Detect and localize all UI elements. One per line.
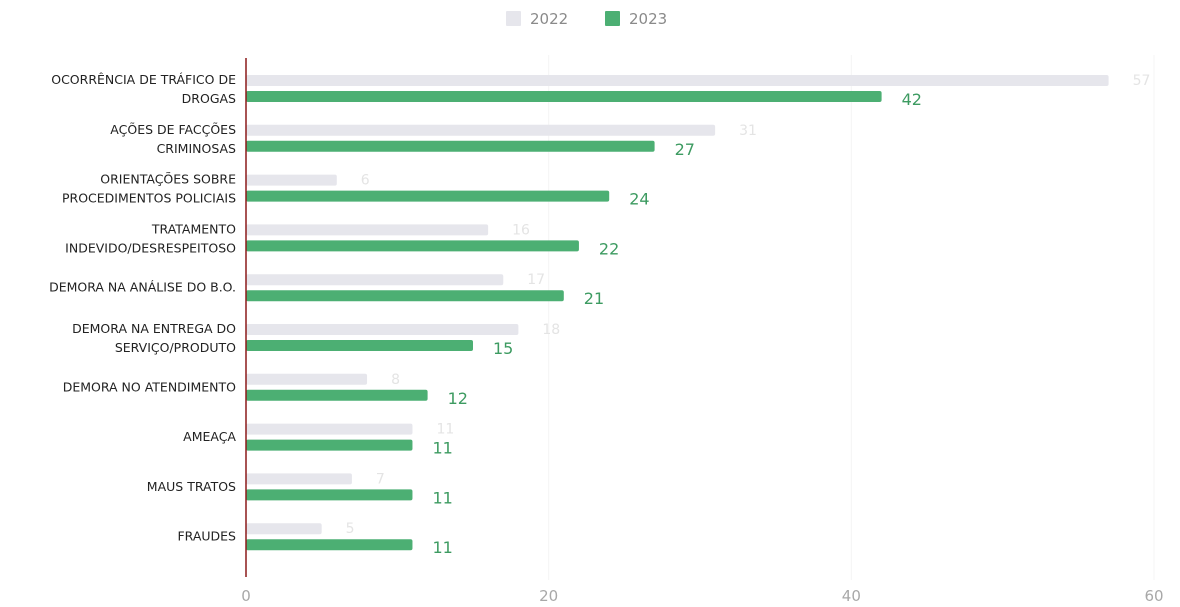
data-label-2023: 11 <box>432 488 452 507</box>
x-tick-label: 40 <box>842 587 861 605</box>
bar-2022 <box>246 324 519 335</box>
data-label-2023: 11 <box>432 538 452 557</box>
category-label: AMEAÇA <box>183 429 236 444</box>
category-label: FRAUDES <box>177 529 236 544</box>
bar-2022 <box>246 174 337 186</box>
bar-2023 <box>246 539 413 551</box>
x-tick-label: 0 <box>241 587 251 605</box>
bar-2022 <box>246 75 1109 86</box>
data-label-2023: 15 <box>493 339 513 358</box>
category-label: CRIMINOSAS <box>157 141 236 156</box>
data-label-2023: 21 <box>584 289 604 308</box>
data-label-2022: 17 <box>527 272 545 288</box>
bar-2023 <box>246 389 428 401</box>
data-label-2023: 22 <box>599 239 619 258</box>
data-label-2022: 57 <box>1133 73 1151 89</box>
data-label-2022: 6 <box>361 173 370 189</box>
data-label-2022: 16 <box>512 222 530 238</box>
legend-swatch-2023 <box>605 11 620 26</box>
category-label: TRATAMENTO <box>151 221 236 236</box>
bar-2023 <box>246 240 579 252</box>
data-label-2022: 31 <box>739 123 757 139</box>
data-label-2022: 8 <box>391 372 400 388</box>
bar-2022 <box>246 274 504 286</box>
bar-2023 <box>246 290 564 302</box>
category-label: DEMORA NA ANÁLISE DO B.O. <box>49 280 236 295</box>
legend-label-2022: 2022 <box>530 10 568 28</box>
legend-label-2023: 2023 <box>629 10 667 28</box>
data-label-2023: 12 <box>448 389 468 408</box>
data-label-2022: 11 <box>436 422 454 438</box>
data-label-2023: 27 <box>675 140 695 159</box>
category-label: PROCEDIMENTOS POLICIAIS <box>62 191 236 206</box>
data-label-2023: 42 <box>902 90 922 109</box>
bar-2023 <box>246 340 473 351</box>
category-label: DROGAS <box>182 91 236 106</box>
data-label-2022: 7 <box>376 471 385 487</box>
data-label-2022: 5 <box>346 521 355 537</box>
category-label: DEMORA NA ENTREGA DO <box>72 321 236 336</box>
x-tick-label: 60 <box>1144 587 1163 605</box>
category-label: AÇÕES DE FACÇÕES <box>110 122 236 137</box>
category-label: SERVIÇO/PRODUTO <box>115 340 236 355</box>
legend-swatch-2022 <box>506 11 521 26</box>
bar-2023 <box>246 489 413 501</box>
bar-2023 <box>246 190 610 202</box>
category-label: MAUS TRATOS <box>147 479 236 494</box>
bar-2023 <box>246 91 882 102</box>
data-label-2023: 11 <box>432 439 452 458</box>
bar-2022 <box>246 473 352 485</box>
category-label: INDEVIDO/DESRESPEITOSO <box>65 240 236 255</box>
data-label-2023: 24 <box>629 190 649 209</box>
bar-2022 <box>246 224 489 236</box>
bar-2022 <box>246 124 716 136</box>
bar-2023 <box>246 140 655 152</box>
category-label: ORIENTAÇÕES SOBRE <box>100 172 236 187</box>
bar-2023 <box>246 439 413 451</box>
category-label: OCORRÊNCIA DE TRÁFICO DE <box>51 72 236 87</box>
bar-2022 <box>246 523 322 535</box>
bar-2022 <box>246 373 368 385</box>
bar-2022 <box>246 423 413 435</box>
x-tick-label: 20 <box>539 587 558 605</box>
data-label-2022: 18 <box>542 322 560 338</box>
category-label: DEMORA NO ATENDIMENTO <box>63 379 236 394</box>
